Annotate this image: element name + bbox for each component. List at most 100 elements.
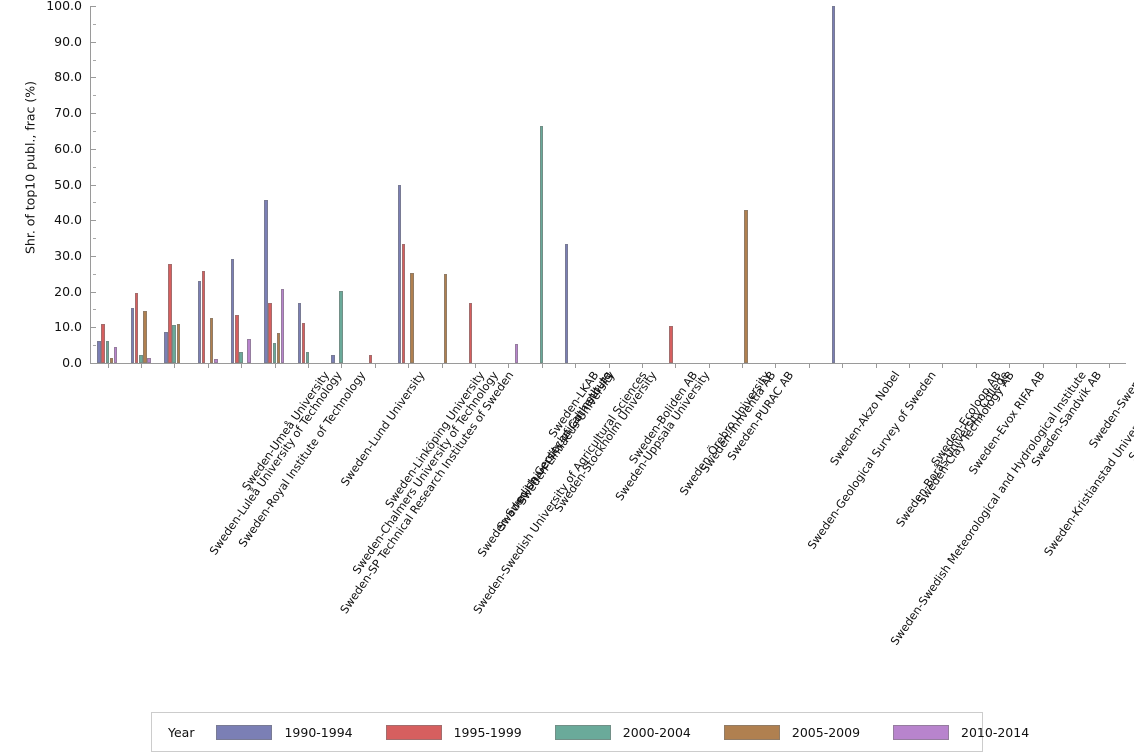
x-axis-tick <box>207 363 209 368</box>
bar-group <box>798 6 819 363</box>
bar-group <box>732 6 753 363</box>
bar <box>105 340 110 363</box>
x-axis-tick <box>107 363 109 368</box>
legend-item-label: 2010-2014 <box>961 724 1030 740</box>
x-axis-tick <box>641 363 643 368</box>
bar <box>744 209 748 363</box>
bar-group <box>698 6 719 363</box>
y-tick-label: 20.0 <box>54 283 82 299</box>
bar-group <box>564 6 586 363</box>
bar <box>301 323 306 363</box>
bar-group <box>97 6 118 363</box>
legend-item[interactable]: 2005-2009 <box>723 724 861 740</box>
x-axis-tick <box>875 363 877 368</box>
x-axis-tick <box>942 363 944 368</box>
y-tick-mark <box>91 291 96 293</box>
x-axis-tick <box>174 363 176 368</box>
legend-item[interactable]: 1990-1994 <box>216 724 353 740</box>
bar <box>197 281 202 363</box>
y-tick-label: 0.0 <box>62 355 82 370</box>
x-axis-tick <box>708 363 710 368</box>
x-axis-tick <box>308 363 310 368</box>
bar <box>397 185 402 363</box>
bar-group <box>965 6 986 363</box>
x-axis-tick <box>1109 363 1111 368</box>
legend-item-label: 1990-1994 <box>284 724 353 740</box>
plot-area: 0.0 10.0 20.0 30.0 40.0 50.0 60.0 70.0 80.0 90.0 1… <box>46 0 1126 370</box>
legend-item-label: 2005-2009 <box>791 724 861 740</box>
x-axis-tick <box>1009 363 1011 368</box>
x-axis-label: Sweden-Luleå University of Technology <box>207 369 344 557</box>
x-axis-tick <box>975 363 977 368</box>
bar-group <box>197 6 219 363</box>
bar-group <box>1066 6 1087 363</box>
x-axis-tick <box>575 363 577 368</box>
bar-group <box>932 6 953 363</box>
legend-item-label: 1995-1999 <box>453 724 522 740</box>
bar <box>468 303 473 363</box>
bar <box>297 303 302 363</box>
bar <box>113 346 118 363</box>
y-tick-label: 10.0 <box>54 319 82 335</box>
legend-color-swatch <box>385 724 442 740</box>
y-tick-label: 50.0 <box>54 176 82 192</box>
bar <box>831 6 836 363</box>
x-axis-tick <box>775 363 777 368</box>
bar-group <box>465 6 486 363</box>
bar-group <box>999 6 1020 363</box>
bar <box>305 352 310 363</box>
bar <box>280 289 285 363</box>
y-tick-label: 60.0 <box>54 140 82 156</box>
legend-item[interactable]: 1995-1999 <box>385 724 522 740</box>
y-minor-tick-mark <box>92 130 96 132</box>
x-axis-label: Sweden-SP Technical Research Institutes … <box>338 369 517 616</box>
bar <box>339 290 343 363</box>
y-tick-mark <box>91 41 96 43</box>
x-axis-tick <box>742 363 744 368</box>
legend-title: Year <box>168 724 195 740</box>
x-axis-tick <box>374 363 376 368</box>
y-minor-tick-mark <box>92 23 96 25</box>
bar <box>268 303 272 363</box>
y-minor-tick-mark <box>92 345 96 347</box>
bar <box>539 125 544 363</box>
x-axis-tick <box>441 363 443 368</box>
bar-group <box>431 6 452 363</box>
bar-group <box>831 6 853 363</box>
bar <box>235 315 239 363</box>
bar-group <box>632 6 653 363</box>
x-axis-tick <box>508 363 510 368</box>
bar <box>101 323 105 363</box>
bar <box>201 270 206 363</box>
y-axis-label: Shr. of top10 publ., frac (%) <box>22 80 38 255</box>
bar-group <box>865 6 886 363</box>
bar <box>130 307 135 363</box>
x-axis-tick <box>408 363 410 368</box>
bar-group <box>331 6 352 363</box>
x-axis-tick <box>141 363 143 368</box>
bar-group <box>264 6 285 363</box>
bar <box>176 324 181 363</box>
chart-legend: Year 1990-1994 1995-1999 2000-2004 2005-200… <box>151 712 1029 752</box>
bar <box>214 359 218 363</box>
legend-item[interactable]: 2010-2014 <box>893 724 1030 740</box>
bar <box>368 355 373 363</box>
bar <box>143 311 147 363</box>
y-tick-mark <box>91 184 96 186</box>
x-axis-tick <box>908 363 910 368</box>
plot-inner <box>91 6 1126 363</box>
bar <box>247 338 251 363</box>
legend-color-swatch <box>554 724 611 740</box>
x-axis-tick <box>842 363 844 368</box>
y-minor-tick-mark <box>92 309 96 311</box>
bar-group <box>164 6 185 363</box>
y-tick-label: 100.0 <box>46 0 82 13</box>
bar-group <box>397 6 419 363</box>
legend-item[interactable]: 2000-2004 <box>554 724 691 740</box>
bar <box>443 273 448 363</box>
bar <box>239 352 243 363</box>
bar <box>138 354 143 363</box>
bar <box>272 343 277 363</box>
bar <box>410 272 414 363</box>
